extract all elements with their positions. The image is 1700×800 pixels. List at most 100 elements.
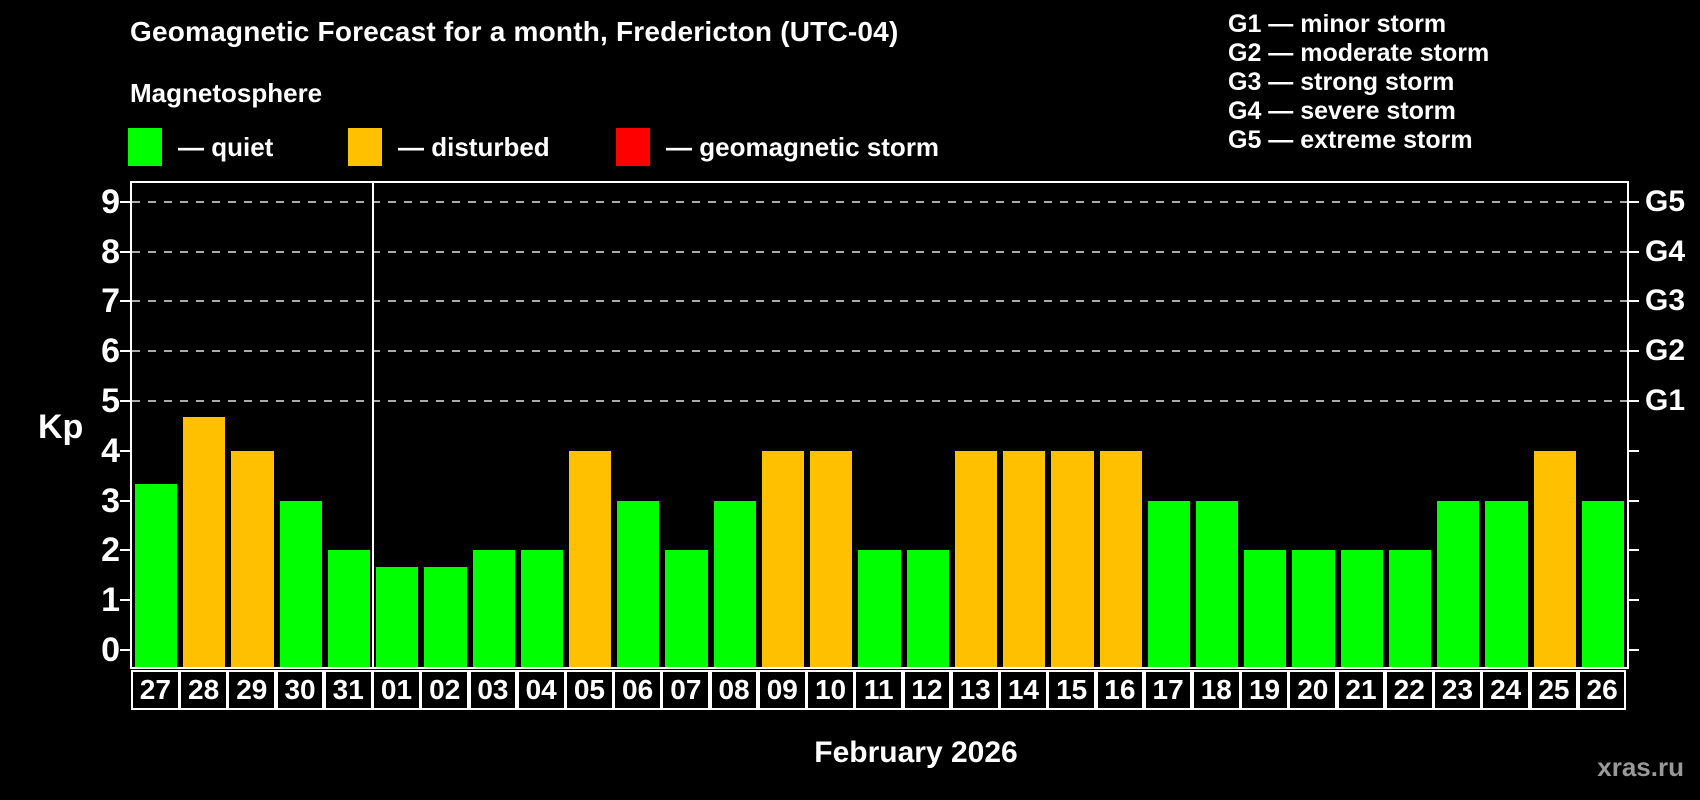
y-tick-label-3: 3: [101, 481, 120, 520]
y-axis-title: Kp: [38, 408, 84, 446]
left-tick-kp2: [120, 549, 130, 552]
bar-day-19: [1244, 550, 1287, 667]
bar-day-21: [1340, 550, 1383, 667]
day-cell-07: 07: [661, 670, 711, 710]
day-cell-03: 03: [468, 670, 518, 710]
storm-scale-line: G5 — extreme storm: [1228, 126, 1473, 154]
y-tick-label-7: 7: [101, 282, 120, 321]
g-scale-label-G1: G1: [1645, 384, 1686, 417]
y-tick-label-1: 1: [101, 581, 120, 620]
day-cell-29: 29: [227, 670, 277, 710]
y-tick-label-4: 4: [101, 431, 120, 470]
day-cell-10: 10: [806, 670, 855, 710]
plot-area: [130, 181, 1629, 669]
left-tick-kp0: [120, 649, 130, 651]
right-tick-kp2: [1629, 549, 1639, 552]
right-tick-kp5: [1629, 400, 1639, 402]
y-tick-label-5: 5: [101, 382, 120, 420]
day-cell-25: 25: [1529, 670, 1579, 710]
day-cell-30: 30: [275, 670, 325, 710]
day-cell-02: 02: [420, 670, 470, 710]
day-cell-09: 09: [757, 670, 807, 710]
bar-day-07: [665, 550, 708, 667]
bar-day-28: [183, 417, 226, 667]
day-cell-31: 31: [323, 670, 373, 710]
y-tick-label-9: 9: [101, 182, 120, 221]
bar-day-17: [1147, 500, 1190, 667]
storm-scale-line: G3 — strong storm: [1228, 68, 1455, 96]
bar-day-05: [569, 450, 612, 667]
right-tick-kp1: [1629, 599, 1639, 602]
day-cell-05: 05: [565, 670, 614, 710]
g-scale-label-G2: G2: [1645, 334, 1686, 368]
storm-scale-legend: G1 — minor storm G2 — moderate storm G3 — …: [1228, 10, 1489, 155]
day-cell-17: 17: [1143, 670, 1193, 710]
right-tick-kp3: [1629, 499, 1639, 502]
legend-label: — geomagnetic storm: [666, 131, 940, 162]
bar-day-03: [472, 550, 515, 667]
day-cell-27: 27: [131, 670, 180, 710]
day-cell-12: 12: [902, 670, 952, 710]
day-cell-08: 08: [709, 670, 759, 710]
legend-label: — disturbed: [398, 131, 550, 162]
right-tick-kp4: [1629, 449, 1639, 452]
bar-day-20: [1292, 550, 1335, 667]
bar-day-01: [376, 566, 419, 667]
quiet-swatch-icon: [128, 128, 162, 166]
left-tick-kp1: [120, 599, 130, 602]
day-cell-13: 13: [950, 670, 1000, 710]
right-tick-kp7: [1629, 300, 1639, 303]
g-scale-label-G5: G5: [1645, 184, 1686, 218]
bar-day-14: [1003, 450, 1046, 667]
day-cell-18: 18: [1191, 670, 1241, 710]
bar-day-29: [231, 450, 274, 667]
gridline-kp7: [132, 300, 1627, 303]
bar-day-22: [1388, 550, 1432, 667]
legend-item-storm: — geomagnetic storm: [616, 126, 939, 168]
left-tick-kp6: [120, 350, 130, 353]
bar-day-18: [1195, 500, 1239, 667]
day-cell-28: 28: [179, 670, 228, 710]
bar-day-06: [617, 500, 660, 667]
day-cell-06: 06: [613, 670, 662, 710]
month-separator-line: [372, 183, 375, 667]
g-scale-label-G4: G4: [1645, 234, 1686, 268]
storm-scale-line: G2 — moderate storm: [1228, 39, 1490, 67]
left-tick-kp4: [120, 449, 130, 452]
bar-day-16: [1099, 450, 1142, 667]
day-cell-14: 14: [999, 670, 1048, 710]
gridline-kp5: [132, 400, 1627, 402]
bar-day-02: [424, 566, 467, 667]
legend-item-disturbed: — disturbed: [348, 126, 550, 168]
left-tick-kp9: [120, 200, 130, 203]
right-tick-kp6: [1629, 350, 1639, 353]
bar-day-15: [1051, 450, 1094, 667]
left-tick-kp7: [120, 300, 130, 303]
y-tick-label-8: 8: [101, 232, 120, 271]
gridline-kp8: [132, 250, 1627, 253]
left-tick-kp5: [120, 400, 130, 402]
watermark: xras.ru: [1597, 752, 1684, 782]
gridline-kp9: [132, 200, 1627, 203]
bar-day-04: [520, 550, 564, 667]
day-cell-16: 16: [1095, 670, 1145, 710]
right-tick-kp0: [1629, 649, 1639, 651]
right-tick-kp8: [1629, 250, 1639, 253]
storm-scale-line: G1 — minor storm: [1228, 10, 1447, 38]
g-scale-label-G3: G3: [1645, 284, 1686, 318]
day-cell-21: 21: [1336, 670, 1386, 710]
day-cell-23: 23: [1433, 670, 1482, 710]
left-tick-kp8: [120, 250, 130, 253]
storm-swatch-icon: [616, 128, 650, 166]
x-axis-title: February 2026: [814, 736, 1018, 769]
y-tick-label-2: 2: [101, 531, 120, 570]
bar-day-27: [135, 484, 178, 667]
day-cell-20: 20: [1288, 670, 1338, 710]
gridline-kp6: [132, 350, 1627, 353]
bar-day-24: [1485, 500, 1528, 667]
bar-day-23: [1437, 500, 1480, 667]
day-cell-11: 11: [854, 670, 904, 710]
bar-day-09: [761, 450, 805, 667]
bar-day-10: [810, 450, 853, 667]
